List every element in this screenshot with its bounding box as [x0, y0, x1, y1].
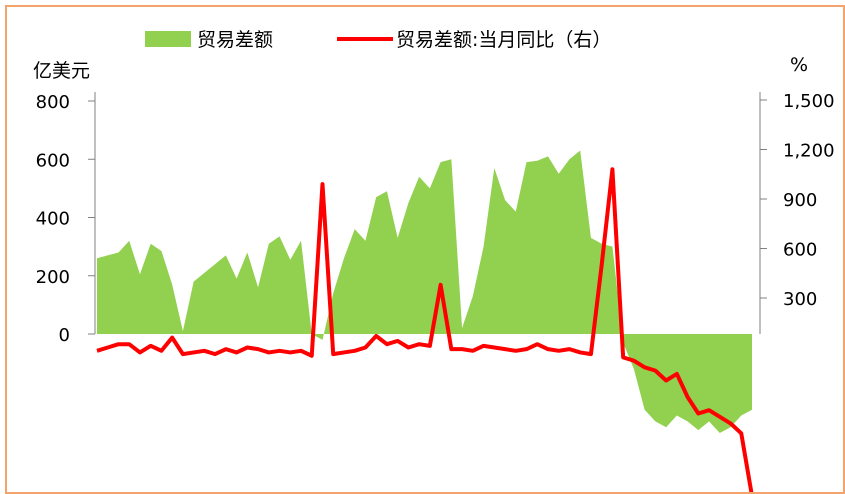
y-right-tick-label: 900: [783, 190, 817, 211]
series-area-layer: [97, 150, 752, 434]
series-line-layer: [96, 167, 754, 492]
y-left-unit-label: 亿美元: [33, 60, 90, 82]
y-left-tick-label: 400: [36, 209, 70, 230]
legend: 贸易差额 贸易差额:当月同比（右）: [145, 29, 611, 51]
series-line-yoy: [96, 167, 754, 492]
legend-label-balance: 贸易差额: [197, 29, 273, 51]
y-right-tick-label: 300: [783, 289, 817, 310]
y-left-tick-label: 200: [36, 267, 70, 288]
legend-swatch-balance: [145, 31, 191, 47]
plot-area: [96, 150, 754, 492]
y-right-tick-label: 1,500: [783, 91, 835, 112]
y-right-tick-label: 600: [783, 240, 817, 261]
legend-label-yoy: 贸易差额:当月同比（右）: [396, 29, 611, 51]
y-left-tick-label: 0: [59, 325, 70, 346]
y-right-unit-label: %: [790, 54, 808, 76]
y-right-axis: 1,500 1,200 900 600 300: [759, 91, 835, 334]
y-left-tick-label: 800: [36, 92, 70, 113]
y-left-axis: 800 600 400 200 0: [36, 92, 96, 346]
y-right-tick-label: 1,200: [783, 141, 835, 162]
y-left-tick-label: 600: [36, 150, 70, 171]
series-area-balance: [97, 150, 752, 434]
